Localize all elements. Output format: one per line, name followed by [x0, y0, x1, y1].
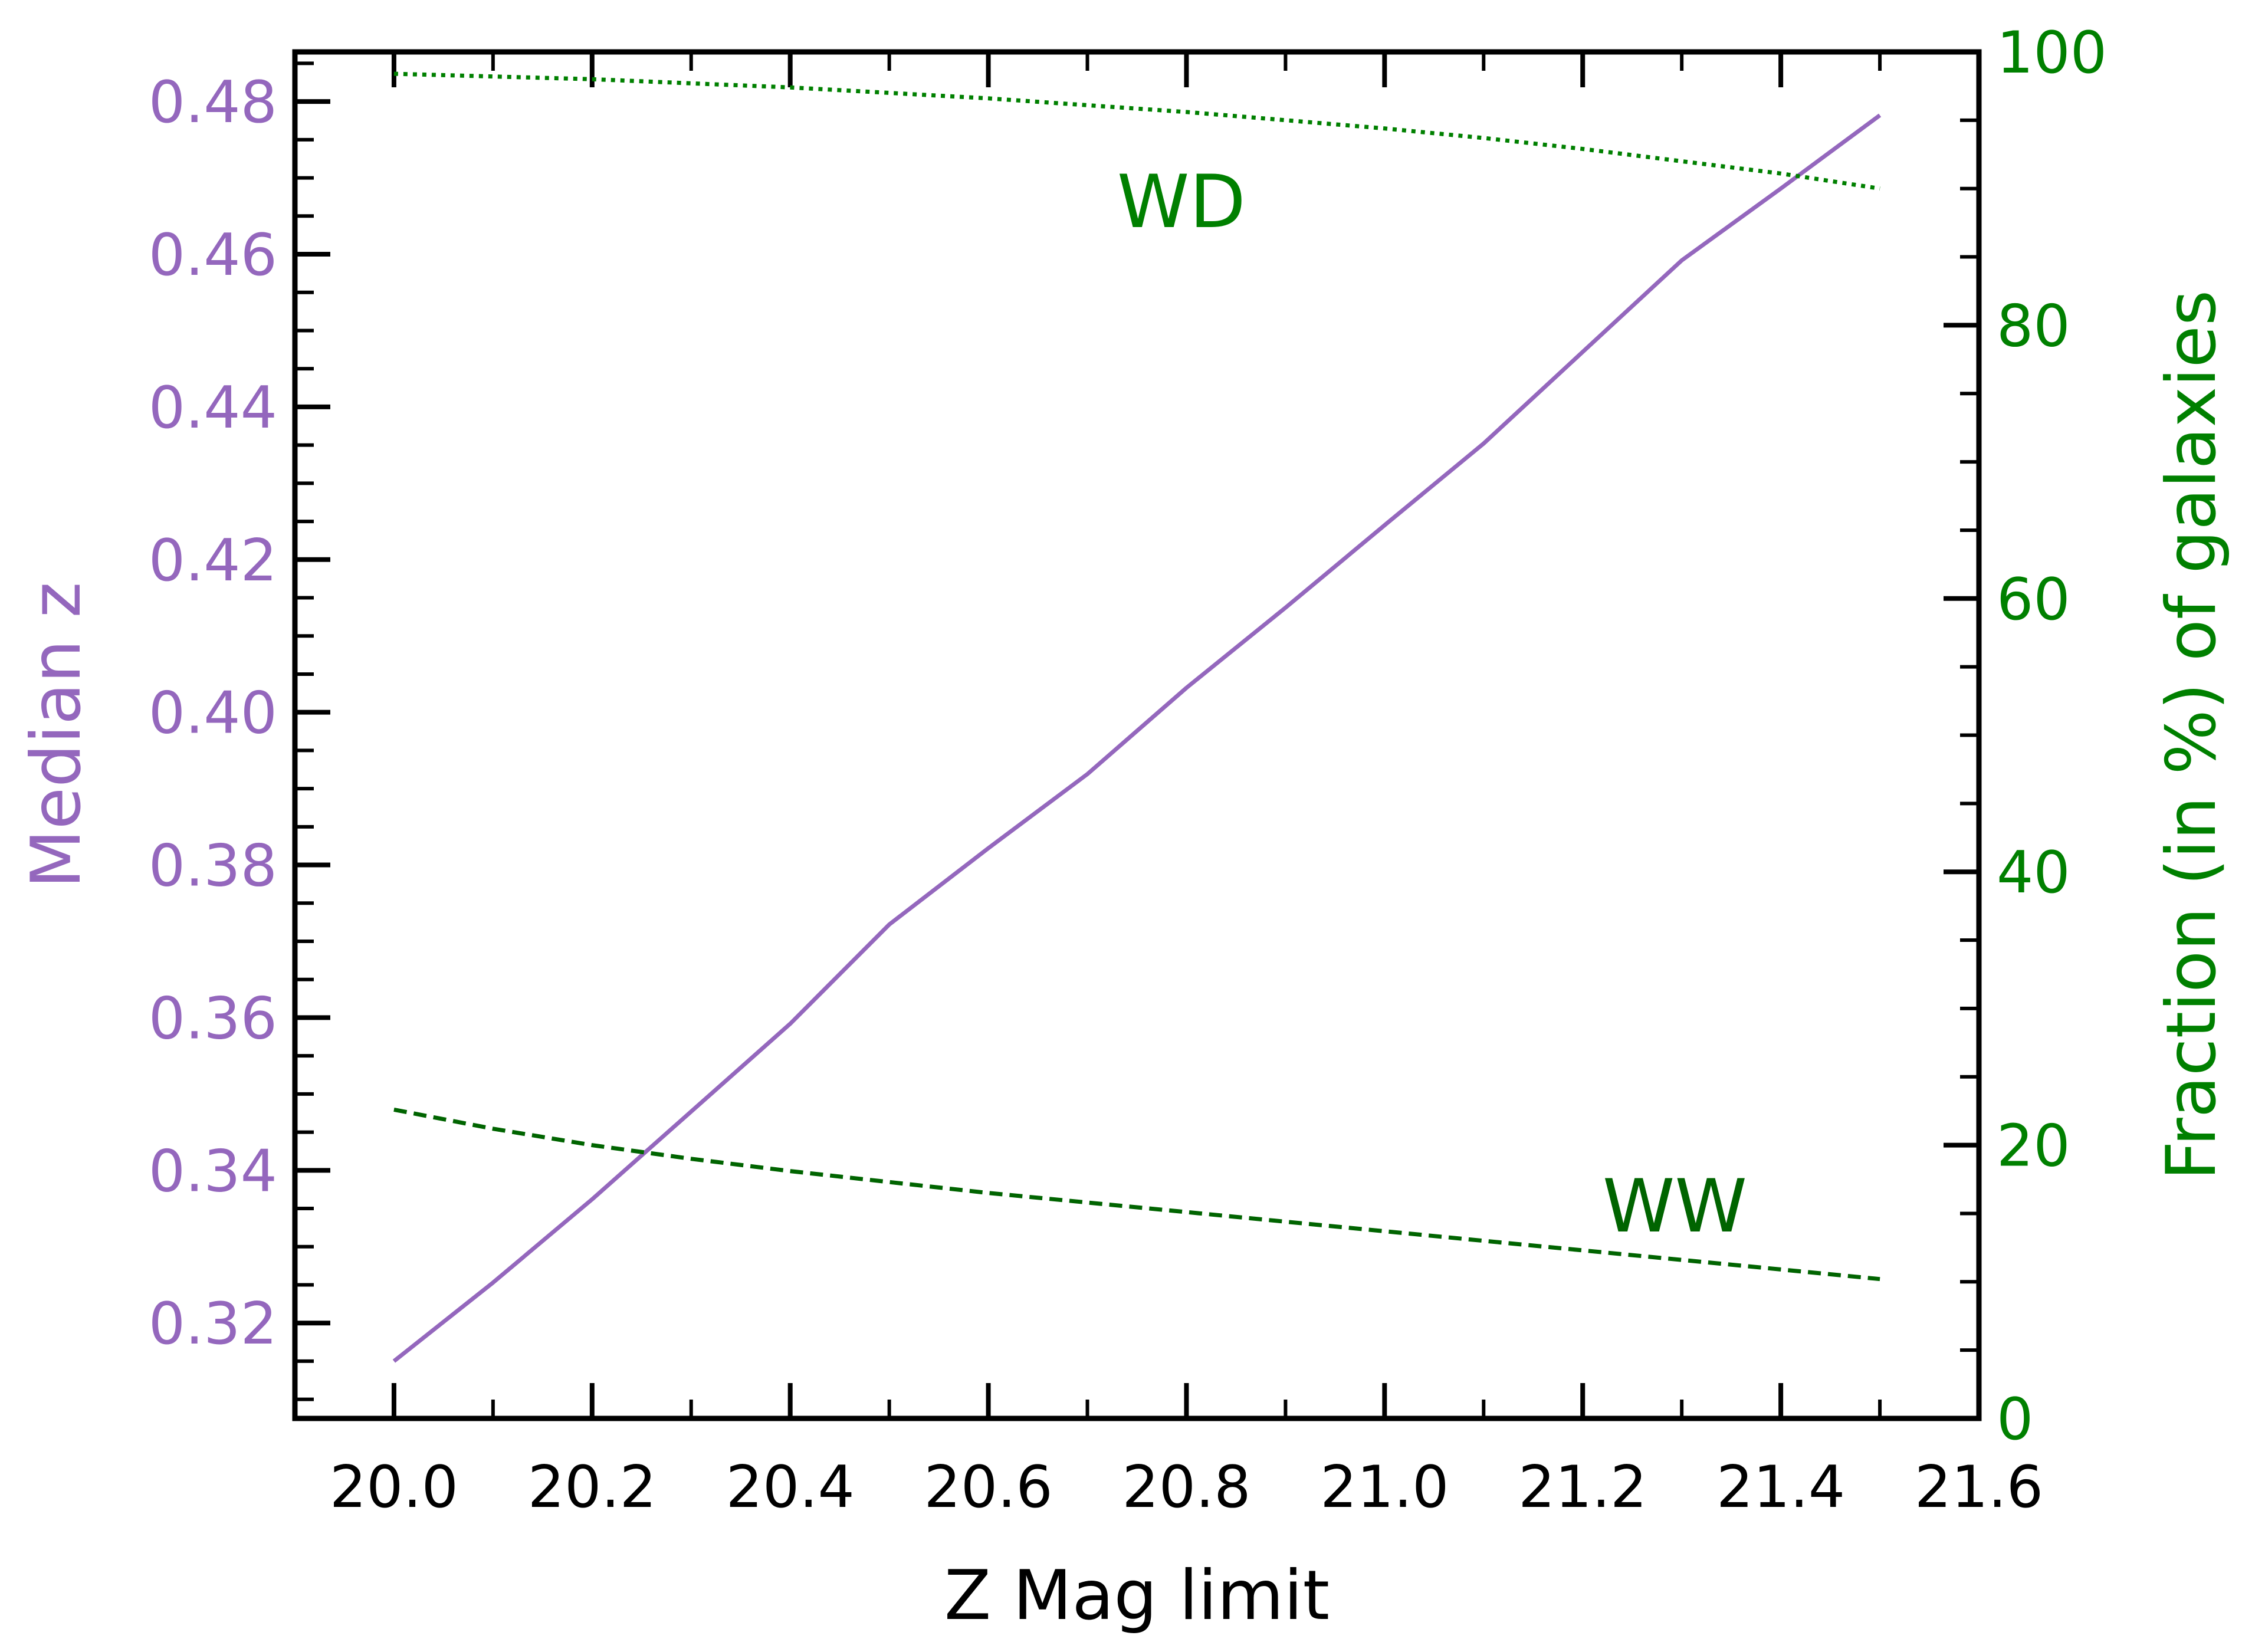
y-right-tick-label: 20 — [1997, 1113, 2070, 1180]
y-left-tick-label: 0.48 — [149, 69, 277, 136]
y-right-tick-label: 0 — [1997, 1386, 2033, 1453]
x-tick-label: 21.0 — [1320, 1454, 1449, 1521]
y-left-tick-label: 0.32 — [149, 1290, 277, 1358]
plot-frame — [292, 49, 1982, 1421]
x-tick-label: 21.6 — [1915, 1454, 2043, 1521]
series-line-wd — [393, 71, 1880, 191]
y-axis-label-left: Median z — [17, 582, 96, 889]
x-tick-label: 21.4 — [1716, 1454, 1845, 1521]
x-tick-label: 20.4 — [726, 1454, 855, 1521]
x-tick-label: 21.2 — [1518, 1454, 1647, 1521]
y-right-tick-label: 100 — [1997, 19, 2107, 87]
series-lines — [392, 71, 1882, 1363]
annotation-wd: WD — [1117, 160, 1246, 245]
annotation-ww: WW — [1603, 1164, 1747, 1249]
ticks-layer — [295, 50, 1981, 1421]
y-left-tick-label: 0.36 — [149, 985, 277, 1052]
y-right-tick-label: 60 — [1997, 566, 2070, 633]
y-left-tick-label: 0.34 — [149, 1138, 277, 1205]
tick-labels: 20.0 20.2 20.4 20.6 20.8 21.0 21.2 21.4 21.6 0.32… — [149, 19, 2107, 1521]
y-left-tick-label: 0.44 — [149, 375, 277, 442]
y-axis-label-right: Fraction (in %) of galaxies — [2152, 290, 2231, 1181]
x-axis-label: Z Mag limit — [944, 1556, 1330, 1635]
series-line-ww — [393, 1107, 1880, 1282]
x-tick-label: 20.6 — [924, 1454, 1052, 1521]
y-right-tick-label: 40 — [1997, 839, 2070, 907]
x-tick-label: 20.0 — [330, 1454, 458, 1521]
y-left-tick-label: 0.38 — [149, 833, 277, 900]
x-tick-label: 20.8 — [1122, 1454, 1250, 1521]
y-right-tick-label: 80 — [1997, 293, 2070, 360]
y-left-tick-label: 0.40 — [149, 680, 277, 747]
y-left-tick-label: 0.42 — [149, 527, 277, 595]
y-left-tick-label: 0.46 — [149, 222, 277, 289]
series-line-median-z — [392, 113, 1882, 1363]
x-tick-label: 20.2 — [528, 1454, 656, 1521]
